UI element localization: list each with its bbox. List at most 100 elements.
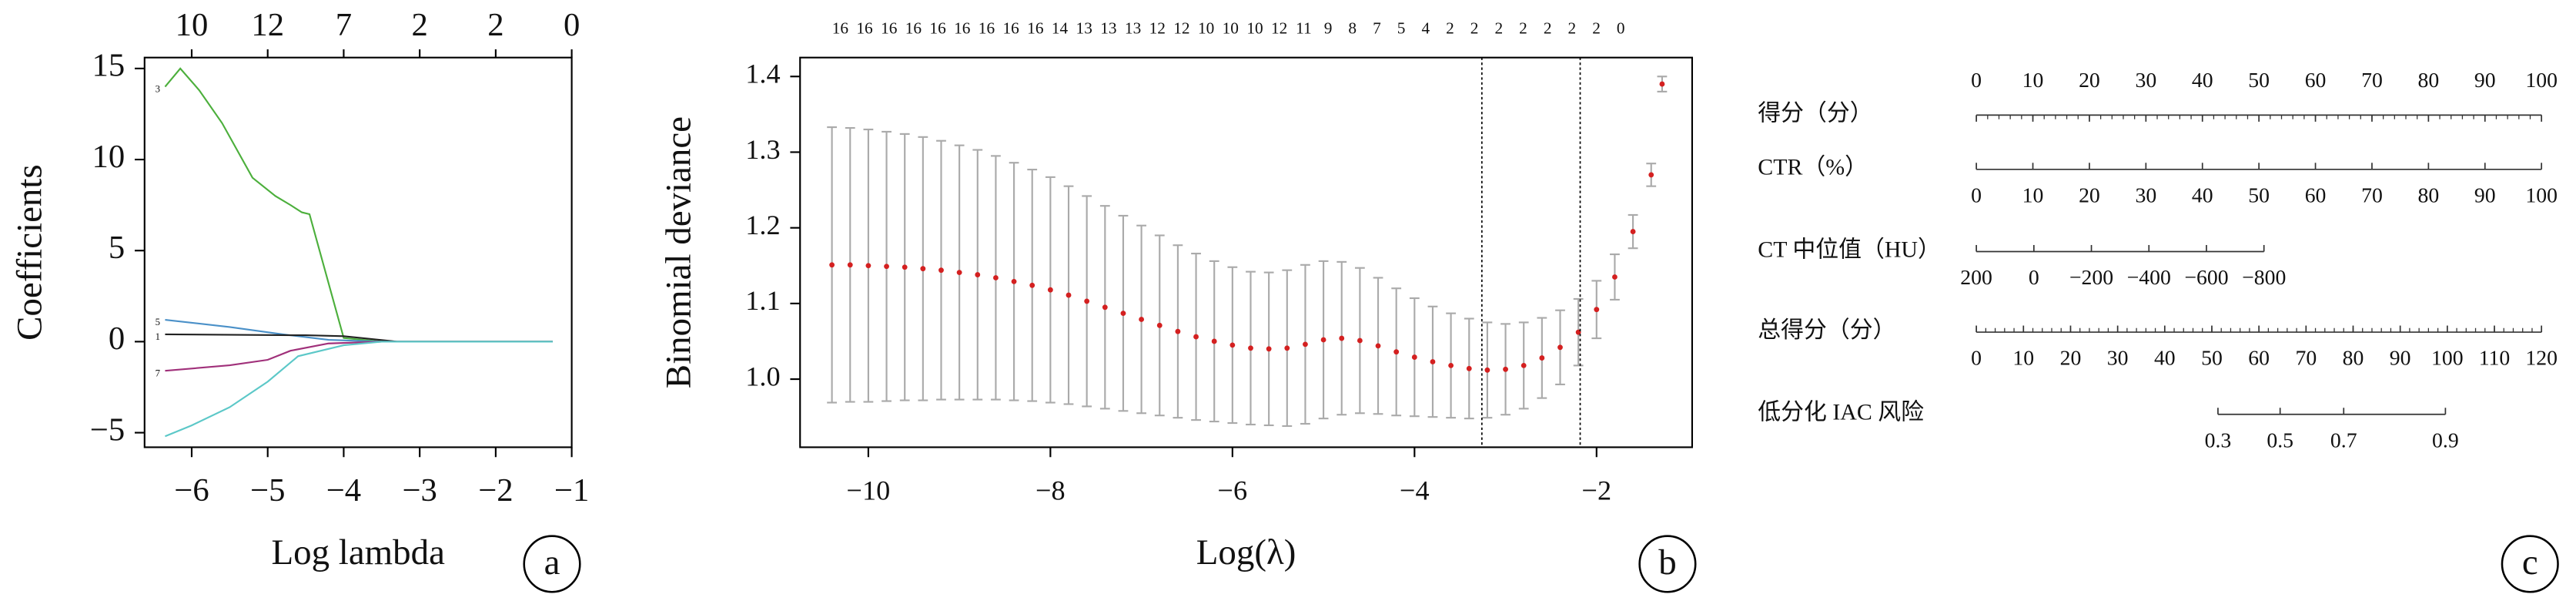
top-count-label: 16 — [954, 18, 971, 37]
top-tick-label: 0 — [564, 7, 580, 43]
mean-point — [1466, 365, 1472, 371]
mean-point — [1411, 354, 1417, 361]
series-label: 3 — [156, 84, 160, 95]
tick-label: 0 — [1971, 347, 1982, 371]
mean-point — [1503, 366, 1508, 372]
series-label: 1 — [156, 331, 160, 342]
mean-point — [902, 264, 908, 270]
tick-label: 90 — [2390, 347, 2411, 371]
tick-label: 10 — [2022, 183, 2044, 207]
panel-badge — [1638, 535, 1697, 593]
y-tick-label: 1.0 — [745, 361, 780, 391]
y-tick-label: 1.4 — [745, 59, 780, 89]
mean-point — [956, 270, 962, 276]
top-tick-label: 12 — [251, 7, 284, 43]
panel-label: c — [2522, 542, 2538, 583]
top-count-label: 16 — [905, 18, 922, 37]
top-count-label: 7 — [1373, 18, 1381, 37]
top-count-label: 16 — [1027, 18, 1044, 37]
top-count-label: 12 — [1173, 18, 1189, 37]
mean-point — [1139, 317, 1145, 322]
mean-point — [938, 267, 944, 274]
row-label: CT 中位值（HU） — [1758, 237, 1941, 262]
coef-line — [165, 341, 553, 438]
y-tick-label: 10 — [92, 139, 125, 175]
y-tick-label: 1.2 — [745, 210, 780, 240]
top-count-label: 13 — [1076, 18, 1092, 37]
top-count-label: 2 — [1592, 18, 1601, 37]
y-tick-label: 1.3 — [745, 134, 780, 165]
tick-label: 80 — [2343, 347, 2364, 371]
tick-label: 50 — [2248, 69, 2270, 92]
top-count-label: 8 — [1348, 18, 1357, 37]
mean-point — [1539, 355, 1545, 361]
tick-label: 0 — [2029, 266, 2039, 290]
top-count-label: 2 — [1519, 18, 1527, 37]
x-tick-label: −8 — [1035, 475, 1066, 506]
x-tick-label: −4 — [1400, 475, 1430, 506]
x-tick-label: −5 — [250, 472, 285, 509]
top-count-label: 10 — [1198, 18, 1214, 37]
plot-frame — [143, 56, 573, 448]
mean-point — [1084, 298, 1090, 304]
mean-point — [1248, 345, 1253, 351]
mean-point — [1029, 282, 1035, 288]
tick-label: 200 — [1960, 266, 1992, 290]
series-label: 7 — [156, 368, 161, 378]
top-count-label: 14 — [1052, 18, 1069, 37]
mean-point — [1630, 229, 1636, 234]
y-tick-label: 15 — [92, 48, 125, 84]
coef-line — [165, 341, 553, 372]
mean-point — [1156, 322, 1163, 328]
tick-label: 20 — [2060, 347, 2082, 371]
top-count-label: 12 — [1149, 18, 1166, 37]
mean-point — [1193, 334, 1199, 340]
top-count-label: 13 — [1125, 18, 1141, 37]
mean-point — [865, 263, 871, 269]
top-count-label: 11 — [1296, 18, 1312, 37]
tick-label: 120 — [2525, 347, 2558, 371]
tick-label: −600 — [2184, 266, 2228, 290]
mean-point — [1448, 362, 1454, 368]
top-count-label: 2 — [1446, 18, 1454, 37]
tick-label: 100 — [2431, 347, 2464, 371]
tick-label: 40 — [2192, 69, 2213, 92]
tick-label: 100 — [2525, 183, 2558, 207]
x-tick-label: −2 — [478, 472, 513, 509]
row-label: 低分化 IAC 风险 — [1758, 400, 1924, 425]
top-count-label: 2 — [1568, 18, 1577, 37]
tick-label: 0.9 — [2432, 428, 2459, 452]
mean-point — [1303, 341, 1308, 348]
tick-label: 50 — [2201, 347, 2223, 371]
tick-label: 70 — [2361, 183, 2383, 207]
x-tick-label: −10 — [847, 475, 891, 506]
top-count-label: 9 — [1324, 18, 1333, 37]
tick-label: −200 — [2069, 266, 2113, 290]
tick-label: 10 — [2022, 69, 2044, 92]
row-label: 总得分（分） — [1758, 317, 1895, 343]
top-count-label: 13 — [1100, 18, 1116, 37]
mean-point — [847, 262, 853, 268]
tick-label: 70 — [2361, 69, 2383, 92]
row-label: 得分（分） — [1758, 100, 1872, 126]
tick-label: 0.3 — [2205, 428, 2232, 452]
top-count-label: 16 — [929, 18, 946, 37]
mean-point — [1229, 342, 1236, 348]
x-tick-label: −6 — [1218, 475, 1248, 506]
mean-point — [1175, 328, 1181, 334]
top-count-label: 2 — [1544, 18, 1552, 37]
y-tick-label: 0 — [109, 321, 125, 357]
mean-point — [1266, 346, 1272, 352]
y-axis-title: Binomial deviance — [658, 116, 698, 388]
tick-label: 40 — [2192, 183, 2213, 207]
tick-label: 10 — [2012, 347, 2034, 371]
panel-badge — [523, 535, 581, 593]
mean-point — [1320, 337, 1326, 343]
mean-point — [1047, 287, 1053, 293]
top-count-label: 4 — [1421, 18, 1430, 37]
tick-label: 30 — [2107, 347, 2129, 371]
tick-label: 90 — [2474, 183, 2496, 207]
tick-label: 20 — [2079, 69, 2100, 92]
plot-frame — [799, 56, 1694, 448]
tick-label: 0.5 — [2267, 428, 2293, 452]
